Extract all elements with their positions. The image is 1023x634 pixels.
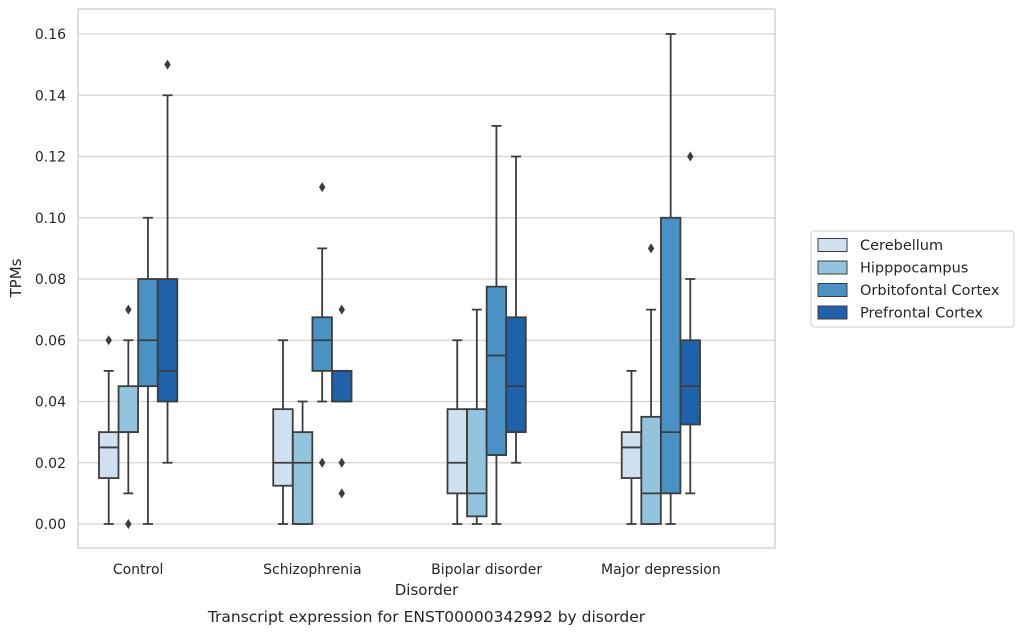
box-hipppocampus <box>640 243 662 525</box>
x-axis-label: Disorder <box>395 581 459 599</box>
outlier-point <box>105 335 112 346</box>
box <box>291 431 314 525</box>
box <box>620 431 643 479</box>
box-groups <box>98 33 701 529</box>
x-tick-label: Major depression <box>601 562 721 578</box>
box-prefrontal-cortex <box>679 151 701 495</box>
box <box>311 316 333 372</box>
box-orbitofontal-cortex <box>660 33 682 525</box>
box <box>331 369 353 403</box>
box <box>640 415 662 525</box>
y-axis-ticks: 0.00 0.02 0.04 0.06 0.08 0.10 0.12 0.14 0.16 <box>35 27 66 533</box>
box <box>156 278 179 403</box>
box-hipppocampus <box>466 308 488 525</box>
outlier-point <box>164 59 171 70</box>
box-prefrontal-cortex <box>505 155 527 464</box>
chart-caption: Transcript expression for ENST0000034299… <box>207 608 646 626</box>
y-tick-label: 0.04 <box>35 395 66 411</box>
y-tick-label: 0.10 <box>35 211 66 227</box>
y-tick-label: 0.06 <box>35 333 66 349</box>
legend: Cerebellum Hipppocampus Orbitofontal Corte… <box>810 230 1015 328</box>
outlier-point <box>647 243 655 254</box>
y-tick-label: 0.08 <box>35 272 66 288</box>
box-hipppocampus <box>117 304 139 529</box>
box-cerebellum <box>272 339 294 525</box>
outlier-point <box>338 304 345 315</box>
legend-swatch <box>817 238 848 252</box>
gridlines <box>78 33 775 525</box>
box <box>485 285 508 456</box>
box-cerebellum <box>620 369 643 525</box>
outlier-point <box>318 457 326 468</box>
box-orbitofontal-cortex <box>311 182 333 468</box>
y-tick-label: 0.12 <box>35 150 66 166</box>
box <box>137 278 159 388</box>
legend-swatch <box>817 305 848 320</box>
x-tick-label: Control <box>113 562 164 578</box>
box-cerebellum <box>98 335 120 525</box>
box-orbitofontal-cortex <box>485 124 508 525</box>
outlier-point <box>125 304 132 315</box>
box-hipppocampus <box>291 400 314 525</box>
box <box>660 216 682 495</box>
box-cerebellum <box>446 339 468 525</box>
box <box>272 408 294 487</box>
box <box>98 431 120 479</box>
box <box>117 385 139 434</box>
legend-label: Hipppocampus <box>860 261 968 277</box>
outlier-point <box>125 519 132 529</box>
legend-label: Prefrontal Cortex <box>860 306 983 322</box>
legend-swatch <box>817 283 848 297</box>
x-tick-label: Schizophrenia <box>263 562 361 578</box>
outlier-point <box>338 457 345 468</box>
legend-swatch <box>817 260 848 275</box>
x-axis-ticks: Control Schizophrenia Bipolar disorder Majo… <box>113 562 721 578</box>
y-tick-label: 0.14 <box>35 88 66 104</box>
x-tick-label: Bipolar disorder <box>431 562 542 578</box>
plot-frame <box>77 8 776 549</box>
outlier-point <box>318 182 326 193</box>
outlier-point <box>687 151 694 162</box>
legend-frame <box>810 230 1015 328</box>
box <box>446 408 468 495</box>
box-orbitofontal-cortex <box>137 216 159 525</box>
box <box>466 408 488 518</box>
box-prefrontal-cortex <box>331 304 353 499</box>
legend-label: Cerebellum <box>860 238 943 254</box>
box-prefrontal-cortex <box>156 59 179 464</box>
y-tick-label: 0.16 <box>35 27 66 43</box>
box <box>505 316 527 434</box>
y-tick-label: 0.02 <box>35 456 66 472</box>
y-axis-label: TPMs <box>7 258 25 298</box>
y-tick-label: 0.00 <box>35 517 66 533</box>
legend-label: Orbitofontal Cortex <box>860 283 1000 299</box>
outlier-point <box>338 488 345 499</box>
box <box>679 339 701 426</box>
